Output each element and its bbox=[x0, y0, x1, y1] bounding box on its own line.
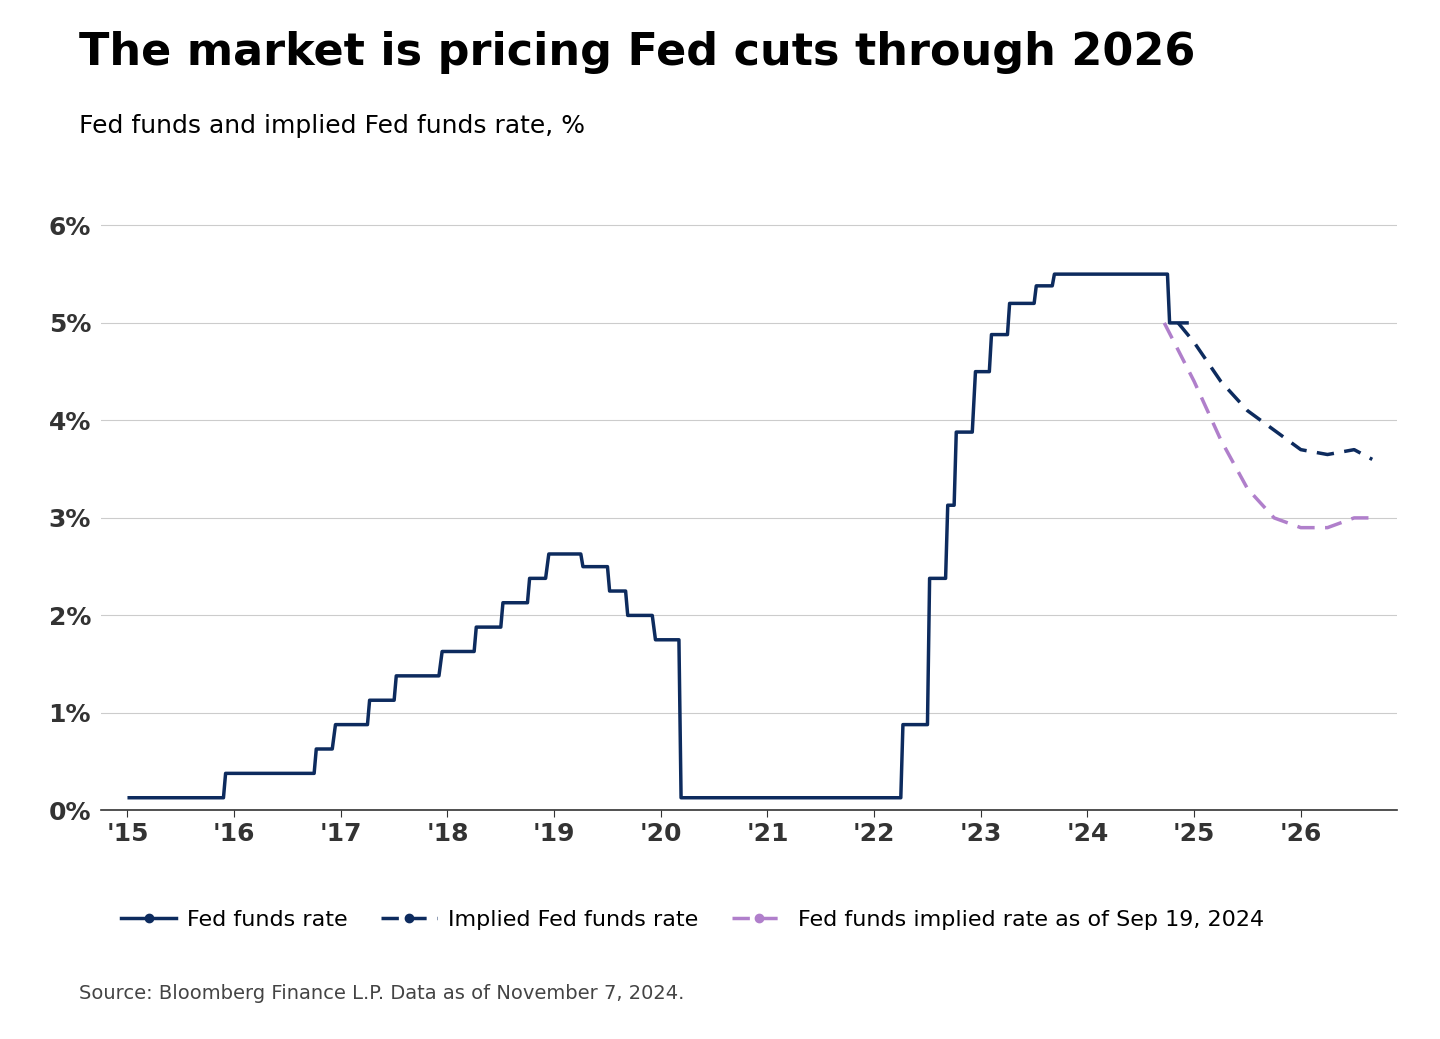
Text: The market is pricing Fed cuts through 2026: The market is pricing Fed cuts through 2… bbox=[79, 31, 1195, 74]
Text: Fed funds and implied Fed funds rate, %: Fed funds and implied Fed funds rate, % bbox=[79, 114, 585, 138]
Legend: Fed funds rate, Implied Fed funds rate, Fed funds implied rate as of Sep 19, 202: Fed funds rate, Implied Fed funds rate, … bbox=[112, 901, 1273, 939]
Text: Source: Bloomberg Finance L.P. Data as of November 7, 2024.: Source: Bloomberg Finance L.P. Data as o… bbox=[79, 984, 684, 1003]
